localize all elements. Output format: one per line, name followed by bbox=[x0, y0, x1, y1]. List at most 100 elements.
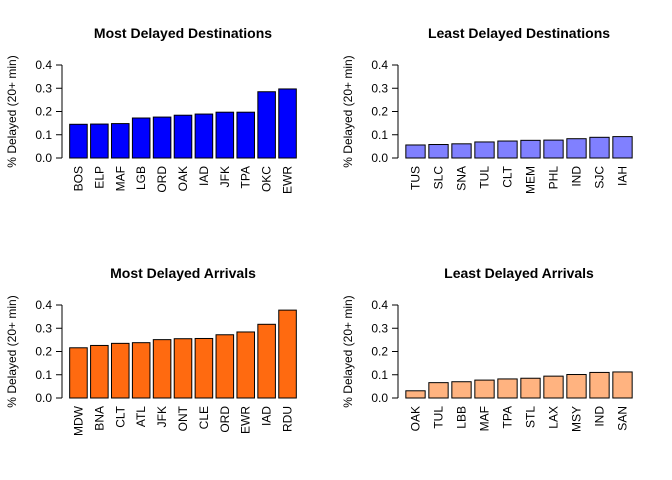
x-tick-label: CLE bbox=[197, 406, 211, 429]
bar-tpa bbox=[236, 111, 256, 159]
x-tick-label: OAK bbox=[409, 406, 423, 431]
bar-mem bbox=[520, 139, 541, 159]
y-axis-label: % Delayed (20+ min) bbox=[341, 55, 355, 167]
x-tick-label: ATL bbox=[134, 406, 148, 427]
chart-panel-2: Least Delayed Destinations 0.0 0.1 0.2 0.3 0.… bbox=[341, 25, 633, 194]
x-tick-label: MSY bbox=[570, 406, 584, 432]
bar-elp bbox=[90, 123, 109, 159]
x-tick-label: TUL bbox=[432, 406, 446, 429]
x-tick-label: EWR bbox=[281, 166, 295, 194]
x-tick-label: EWR bbox=[239, 406, 253, 434]
bar-maf bbox=[474, 379, 495, 399]
bar-jfk bbox=[215, 111, 235, 159]
bar-tul bbox=[428, 382, 449, 399]
bar-okc bbox=[257, 91, 276, 159]
x-tick-label: SNA bbox=[455, 166, 469, 191]
bar-ewr bbox=[278, 88, 297, 159]
y-tick-label: 0.2 bbox=[35, 345, 52, 359]
bar-ord bbox=[215, 334, 235, 399]
bar-oak bbox=[405, 390, 426, 399]
y-tick-label: 0.4 bbox=[371, 58, 388, 72]
bar-lbb bbox=[451, 381, 472, 399]
x-tick-label: OKC bbox=[260, 166, 274, 192]
bar-iah bbox=[612, 136, 633, 159]
bar-oak bbox=[173, 114, 193, 159]
x-tick-label: CLT bbox=[113, 405, 127, 427]
x-tick-label: CLT bbox=[501, 165, 515, 187]
bar-cle bbox=[194, 337, 214, 399]
bar-iad bbox=[194, 113, 214, 159]
bar-bos bbox=[69, 123, 88, 159]
y-tick-label: 0.3 bbox=[371, 81, 388, 95]
bar-san bbox=[612, 371, 633, 399]
y-tick-label: 0.2 bbox=[371, 345, 388, 359]
bar-tus bbox=[405, 144, 426, 159]
x-tick-label: MEM bbox=[524, 166, 538, 194]
bar-jfk bbox=[152, 339, 172, 399]
chart-title: Least Delayed Destinations bbox=[428, 25, 610, 41]
chart-title: Most Delayed Arrivals bbox=[110, 265, 256, 281]
bar-ont bbox=[173, 338, 193, 399]
bar-atl bbox=[131, 342, 151, 399]
y-tick-label: 0.2 bbox=[35, 105, 52, 119]
bar-ord bbox=[152, 116, 172, 159]
bar-iad bbox=[257, 323, 276, 399]
y-tick-label: 0.1 bbox=[35, 368, 52, 382]
bar-ewr bbox=[236, 331, 256, 399]
y-tick-label: 0.1 bbox=[371, 368, 388, 382]
x-tick-label: RDU bbox=[281, 406, 295, 432]
x-tick-label: SAN bbox=[616, 406, 630, 431]
x-tick-label: JFK bbox=[218, 166, 232, 187]
bar-clt bbox=[497, 140, 518, 159]
y-tick-label: 0.3 bbox=[371, 321, 388, 335]
x-tick-label: ELP bbox=[92, 166, 106, 189]
y-tick-label: 0.3 bbox=[35, 81, 52, 95]
bar-sjc bbox=[589, 136, 610, 159]
y-axis-label: % Delayed (20+ min) bbox=[5, 295, 19, 407]
bar-clt bbox=[110, 342, 130, 399]
chart-panel-3: Most Delayed Arrivals 0.0 0.1 0.2 0.3 0.4 % De… bbox=[5, 265, 297, 436]
x-tick-label: IAD bbox=[197, 166, 211, 186]
bar-sna bbox=[451, 143, 472, 159]
x-tick-label: ORD bbox=[155, 166, 169, 193]
x-tick-label: IAH bbox=[616, 166, 630, 186]
x-tick-label: IND bbox=[593, 406, 607, 427]
y-axis-label: % Delayed (20+ min) bbox=[5, 55, 19, 167]
x-tick-label: SLC bbox=[432, 166, 446, 190]
chart-title: Most Delayed Destinations bbox=[94, 25, 272, 41]
bar-maf bbox=[110, 123, 130, 159]
y-tick-label: 0.1 bbox=[371, 128, 388, 142]
x-tick-label: PHL bbox=[547, 166, 561, 190]
x-tick-label: LAX bbox=[547, 406, 561, 429]
bar-lgb bbox=[131, 117, 151, 159]
x-tick-label: TUL bbox=[478, 166, 492, 189]
y-tick-label: 0.4 bbox=[35, 298, 52, 312]
bar-slc bbox=[428, 144, 449, 159]
y-tick-label: 0.1 bbox=[35, 128, 52, 142]
chart-panel-4: Least Delayed Arrivals 0.0 0.1 0.2 0.3 0.4 % D… bbox=[341, 265, 633, 432]
y-axis-label: % Delayed (20+ min) bbox=[341, 295, 355, 407]
bar-tpa bbox=[497, 378, 518, 399]
x-tick-label: IAD bbox=[260, 406, 274, 426]
x-tick-label: LGB bbox=[134, 166, 148, 190]
x-tick-label: TPA bbox=[501, 406, 515, 428]
x-tick-label: STL bbox=[524, 406, 538, 428]
bar-stl bbox=[520, 377, 541, 399]
y-tick-label: 0.0 bbox=[371, 151, 388, 165]
bar-rdu bbox=[278, 309, 297, 399]
y-tick-label: 0.0 bbox=[35, 151, 52, 165]
x-tick-label: MDW bbox=[71, 405, 85, 436]
bar-ind bbox=[589, 371, 610, 399]
chart-panel-1: Most Delayed Destinations 0.0 0.1 0.2 0.3 0.4… bbox=[5, 25, 297, 194]
y-tick-label: 0.4 bbox=[371, 298, 388, 312]
y-tick-label: 0.0 bbox=[371, 391, 388, 405]
bar-bna bbox=[90, 344, 109, 399]
x-tick-label: BOS bbox=[71, 166, 85, 191]
bar-lax bbox=[543, 375, 564, 399]
x-tick-label: BNA bbox=[92, 406, 106, 431]
x-tick-label: ONT bbox=[176, 405, 190, 431]
x-tick-label: TUS bbox=[409, 166, 423, 190]
x-tick-label: LBB bbox=[455, 406, 469, 429]
x-tick-label: OAK bbox=[176, 166, 190, 191]
